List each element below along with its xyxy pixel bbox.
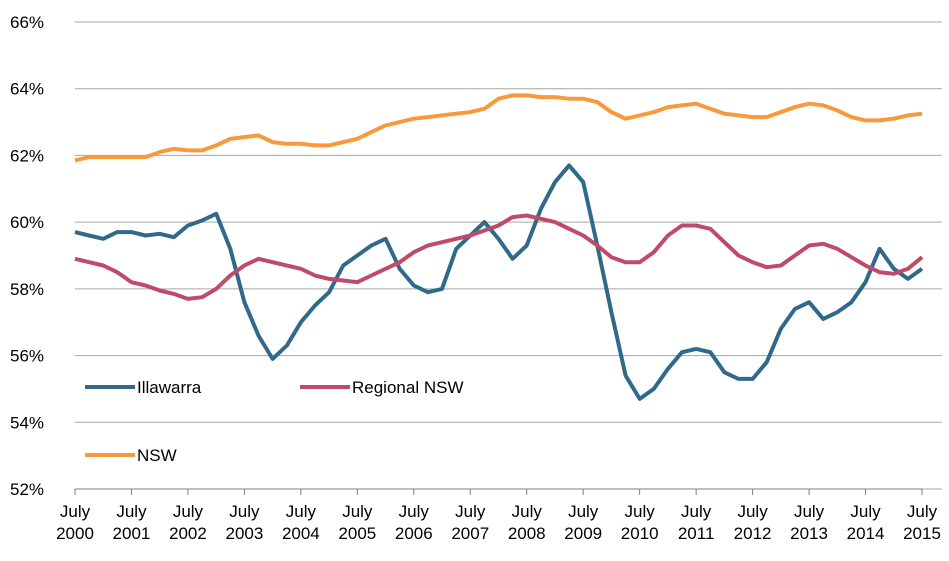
y-tick-label: 62%	[10, 146, 44, 165]
x-tick-label: July 2013	[790, 502, 828, 543]
x-tick-label-line: 2014	[847, 524, 885, 543]
x-tick-label-line: 2007	[451, 524, 489, 543]
y-tick-label: 64%	[10, 80, 44, 99]
x-tick-label-line: 2001	[113, 524, 151, 543]
x-tick-label: July 2014	[847, 502, 885, 543]
x-tick-label-line: July	[173, 502, 204, 521]
legend-label: Illawarra	[137, 378, 202, 397]
x-tick-label: July 2011	[678, 502, 715, 543]
x-tick-label-line: 2008	[508, 524, 546, 543]
y-tick-label: 56%	[10, 347, 44, 366]
x-tick-label-line: July	[794, 502, 825, 521]
x-tick-label-line: July	[60, 502, 91, 521]
x-tick-label: July 2008	[508, 502, 546, 543]
x-tick-label: July 2007	[451, 502, 489, 543]
x-tick-label-line: July	[568, 502, 599, 521]
x-tick-label-line: 2005	[338, 524, 376, 543]
legend-label: Regional NSW	[352, 378, 464, 397]
x-tick-label: July 2010	[621, 502, 659, 543]
x-tick-label-line: July	[399, 502, 430, 521]
x-tick-label-line: July	[116, 502, 147, 521]
x-tick-label-line: 2013	[790, 524, 828, 543]
x-tick-label: July 2006	[395, 502, 433, 543]
x-tick-label: July 2005	[338, 502, 376, 543]
x-tick-label: July 2009	[564, 502, 602, 543]
x-tick-label-line: 2015	[903, 524, 941, 543]
y-tick-label: 66%	[10, 13, 44, 32]
x-tick-label-line: 2002	[169, 524, 207, 543]
x-tick-label: July 2004	[282, 502, 320, 543]
x-tick-label-line: July	[455, 502, 486, 521]
x-tick-label-line: 2011	[678, 524, 715, 543]
x-tick-label-line: July	[681, 502, 712, 521]
x-tick-label-line: July	[907, 502, 938, 521]
x-tick-label: July 2015	[903, 502, 941, 543]
x-tick-label-line: July	[625, 502, 656, 521]
line-series	[74, 93, 923, 163]
x-tick-label-line: 2006	[395, 524, 433, 543]
y-tick-label: 52%	[10, 480, 44, 499]
x-tick-label: July 2002	[169, 502, 207, 543]
x-tick-label-line: 2003	[225, 524, 263, 543]
x-tick-label-line: 2009	[564, 524, 602, 543]
line-series	[74, 163, 924, 401]
x-tick-label-line: 2004	[282, 524, 320, 543]
legend-label: NSW	[137, 446, 177, 465]
x-tick-label: July 2003	[225, 502, 263, 543]
y-tick-label: 60%	[10, 213, 44, 232]
x-tick-label: July 2000	[56, 502, 94, 543]
x-tick-label-line: 2012	[734, 524, 772, 543]
x-tick-label-line: 2000	[56, 524, 94, 543]
x-tick-label: July 2012	[734, 502, 772, 543]
x-tick-label-line: July	[737, 502, 768, 521]
x-tick-label-line: July	[850, 502, 881, 521]
x-tick-label-line: July	[342, 502, 373, 521]
x-tick-label-line: 2010	[621, 524, 659, 543]
line-series	[74, 213, 924, 301]
y-tick-label: 54%	[10, 413, 44, 432]
x-tick-label-line: July	[286, 502, 317, 521]
x-tick-label-line: July	[512, 502, 543, 521]
x-tick-label-line: July	[229, 502, 260, 521]
y-tick-label: 58%	[10, 280, 44, 299]
x-tick-label: July 2001	[113, 502, 151, 543]
